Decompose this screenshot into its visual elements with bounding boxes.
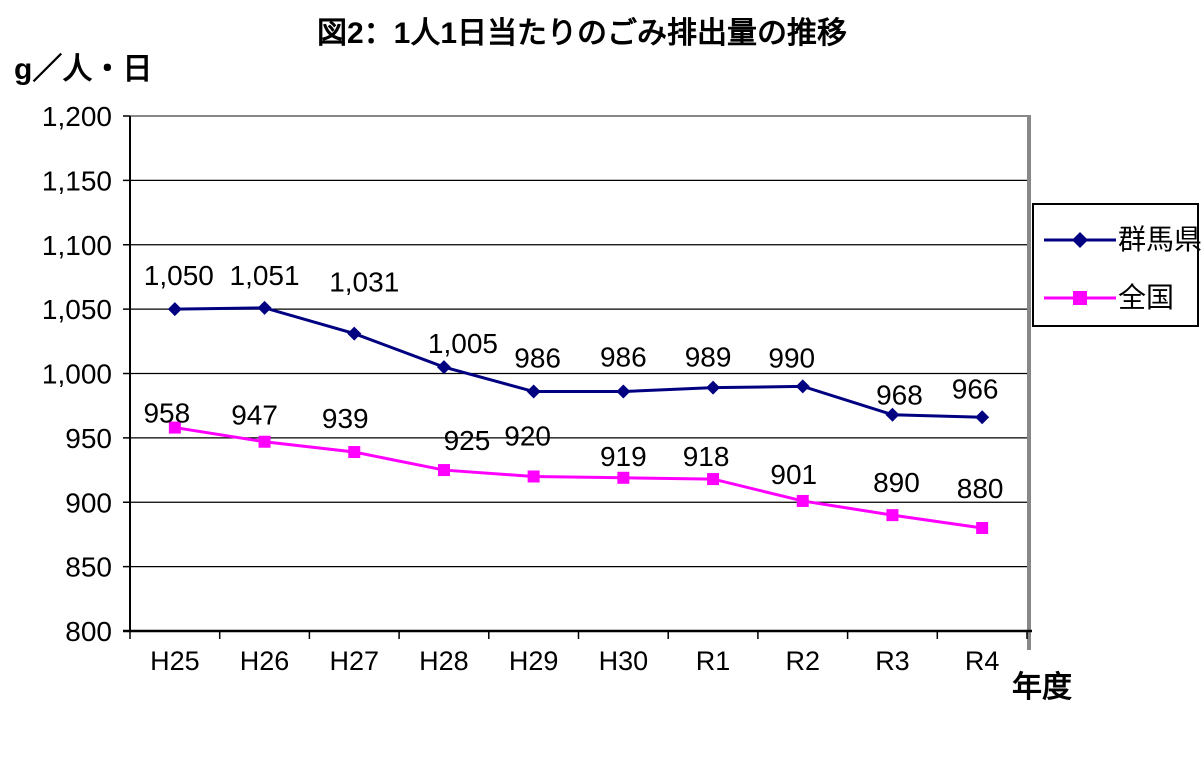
data-point-marker: [885, 407, 900, 422]
data-point-marker: [1073, 291, 1087, 305]
data-label: 1,005: [428, 328, 498, 359]
series-line: [174, 306, 983, 419]
data-point-marker: [707, 473, 720, 486]
data-label: 986: [514, 343, 561, 374]
data-point-marker: [617, 471, 630, 484]
data-label: 958: [143, 398, 190, 429]
chart-title: 図2：1人1日当たりのごみ排出量の推移: [316, 17, 848, 50]
data-label: 989: [685, 342, 732, 373]
data-point-marker: [616, 384, 631, 399]
x-tick-label: H25: [150, 646, 200, 676]
x-tick-label: H27: [329, 646, 379, 676]
series-全国: 958 947 939 925 920 919 918 901 890 880: [143, 398, 1004, 534]
y-tick-label: 1,200: [42, 101, 112, 132]
data-point-marker: [257, 300, 272, 315]
data-point-marker: [347, 326, 362, 341]
data-label: 919: [600, 441, 647, 472]
data-point-marker: [886, 509, 899, 522]
data-label: 966: [952, 373, 999, 404]
y-tick-label: 1,100: [42, 230, 112, 261]
data-label: 901: [770, 459, 817, 490]
legend-label-gunma: 群馬県: [1118, 224, 1203, 255]
data-label: 1,050: [144, 260, 214, 291]
data-point-marker: [526, 384, 541, 399]
y-tick-label: 1,050: [42, 294, 112, 325]
y-tick-label: 1,150: [42, 165, 112, 196]
x-tick-label: H28: [419, 646, 469, 676]
data-label: 990: [768, 342, 815, 373]
legend-entry-zenkoku: 全国: [1044, 281, 1174, 315]
legend-line-marker-gunma: [1044, 232, 1116, 248]
data-label: 918: [683, 441, 730, 472]
y-axis-unit-label: g／人・日: [14, 53, 153, 86]
x-tick-label: R2: [785, 646, 820, 676]
data-point-marker: [167, 302, 182, 317]
data-label: 939: [322, 403, 369, 434]
data-label: 880: [957, 473, 1004, 504]
data-point-marker: [348, 446, 361, 459]
x-tick-label: H30: [599, 646, 649, 676]
data-point-marker: [795, 379, 810, 394]
data-point-marker: [527, 470, 540, 483]
y-tick-label: 850: [65, 552, 112, 583]
data-point-marker: [796, 494, 809, 507]
y-tick-label: 800: [65, 616, 112, 647]
x-tick-label: R1: [696, 646, 731, 676]
data-point-marker: [168, 421, 181, 434]
data-label: 1,031: [329, 267, 399, 298]
data-point-marker: [976, 522, 989, 534]
series-群馬県: 1,050 1,051 1,031 1,005 986 986 989 990 968 966: [144, 260, 999, 425]
legend-label-zenkoku: 全国: [1118, 282, 1175, 313]
x-tick-label: R4: [965, 646, 1000, 676]
data-point-marker: [258, 435, 271, 448]
chart-legend: 群馬県 全国: [1032, 203, 1202, 327]
x-tick-label: R3: [875, 646, 910, 676]
data-point-marker: [706, 380, 721, 395]
data-point-marker: [975, 410, 990, 425]
x-tick-label: H26: [240, 646, 290, 676]
data-label: 925: [444, 425, 491, 456]
x-tick-label: H29: [509, 646, 559, 676]
legend-entry-gunma: 群馬県: [1044, 223, 1202, 257]
data-label: 986: [600, 342, 647, 373]
data-point-marker: [1072, 232, 1088, 248]
y-tick-label: 950: [65, 423, 112, 454]
data-point-marker: [436, 360, 451, 375]
data-label: 947: [231, 400, 278, 431]
x-axis-unit-label: 年度: [1012, 671, 1072, 704]
legend-line-marker-zenkoku: [1044, 291, 1116, 305]
y-tick-label: 900: [65, 487, 112, 518]
data-label: 968: [876, 380, 923, 411]
data-label: 920: [504, 421, 551, 452]
series-line: [174, 426, 983, 530]
y-tick-label: 1,000: [42, 359, 112, 390]
data-label: 1,051: [230, 260, 300, 291]
data-label: 890: [873, 467, 920, 498]
data-point-marker: [437, 464, 450, 477]
